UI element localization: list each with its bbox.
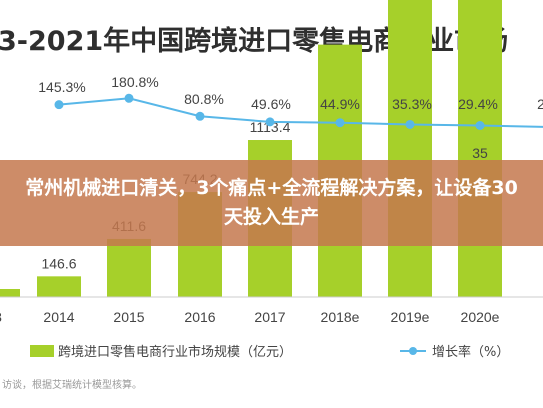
x-tick-label-2014: 2014 <box>43 309 74 325</box>
growth-rate-point-2016 <box>195 111 205 121</box>
growth-rate-point-2015 <box>124 93 134 103</box>
growth-rate-label-5: 44.9% <box>320 96 360 112</box>
headline-text[interactable]: 常州机械进口清关，3个痛点+全流程解决方案，让设备30天投入生产 <box>25 177 518 228</box>
x-tick-label-2019e: 2019e <box>391 309 430 325</box>
legend-line-marker <box>409 347 417 355</box>
growth-rate-label-1: 145.3% <box>38 79 85 95</box>
growth-rate-point-2014 <box>54 100 64 110</box>
legend-bar-label: 跨境进口零售电商行业市场规模（亿元） <box>58 344 292 360</box>
x-tick-label-2017: 2017 <box>254 309 285 325</box>
bar-2019e <box>388 0 432 298</box>
growth-rate-label-8: 2 <box>537 96 543 112</box>
x-tick-label-2016: 2016 <box>184 309 215 325</box>
growth-rate-point-2018e <box>335 118 345 128</box>
growth-rate-point-2020e <box>475 121 485 130</box>
growth-rate-label-7: 29.4% <box>458 96 498 112</box>
bar-3 <box>0 289 20 297</box>
bar-value-label-2017: 1113.4 <box>250 119 291 135</box>
growth-rate-point-2019e <box>405 119 415 129</box>
bar-2014 <box>37 276 81 297</box>
growth-rate-line <box>58 97 543 128</box>
bar-2020e <box>458 0 502 297</box>
legend-bar-swatch <box>30 345 54 357</box>
x-tick-label-2020e: 2020e <box>461 309 500 325</box>
source-note: 访谈，根据艾瑞统计模型核算。 <box>2 378 142 391</box>
growth-rate-point-2017 <box>265 117 275 127</box>
growth-rate-label-6: 35.3% <box>392 96 432 112</box>
bar-value-label-2014: 146.6 <box>41 255 76 271</box>
x-tick-label-3: 3 <box>0 309 2 325</box>
growth-rate-label-4: 49.6% <box>251 96 291 112</box>
x-tick-label-2015: 2015 <box>113 309 144 325</box>
growth-rate-label-2: 180.8% <box>111 74 158 90</box>
bar-2015 <box>107 238 151 297</box>
growth-rate-label-3: 80.8% <box>184 91 224 107</box>
legend-line-label: 增长率（%） <box>432 344 509 360</box>
x-tick-label-2018e: 2018e <box>321 309 360 325</box>
headline-banner[interactable]: 常州机械进口清关，3个痛点+全流程解决方案，让设备30天投入生产 <box>0 160 543 246</box>
bar-value-label-2020e: 35 <box>472 145 488 161</box>
